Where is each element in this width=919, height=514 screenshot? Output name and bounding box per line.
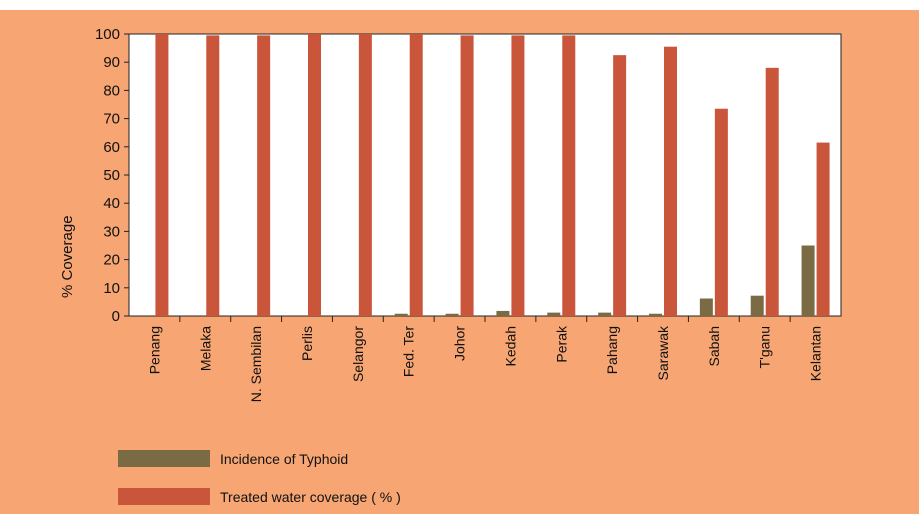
- y-tick-label: 30: [103, 223, 120, 240]
- category-label: Fed. Ter: [401, 326, 417, 377]
- category-label: Pahang: [604, 326, 620, 374]
- y-tick-label: 100: [95, 26, 120, 43]
- y-tick-label: 20: [103, 252, 120, 269]
- water-coverage-bar: [562, 35, 576, 316]
- category-label: Johor: [452, 326, 468, 361]
- category-label: Sabah: [706, 326, 722, 366]
- y-tick-label: 90: [103, 54, 120, 71]
- chart-panel: 0 10 20 30 40 50 60 70 80 90 100 Penang Melaka N. Se…: [0, 10, 919, 514]
- water-coverage-bar: [511, 35, 525, 316]
- water-coverage-bar: [308, 34, 321, 316]
- y-tick-label: 0: [112, 308, 120, 325]
- category-label: Kedah: [502, 326, 518, 366]
- water-coverage-bar: [460, 35, 474, 316]
- typhoid-bar: [649, 313, 662, 316]
- water-coverage-bar: [816, 142, 830, 316]
- water-coverage-bar: [613, 55, 627, 317]
- category-label: T'ganu: [757, 326, 773, 368]
- x-axis: Penang Melaka N. Sembilan Perlis Selangor Fed…: [146, 325, 823, 402]
- category-label: Kelantan: [808, 326, 824, 381]
- category-label: Melaka: [197, 326, 213, 371]
- legend-label: Incidence of Typhoid: [220, 451, 348, 467]
- water-coverage-bar: [714, 108, 728, 316]
- y-tick-label: 70: [103, 111, 120, 128]
- y-tick-label: 10: [103, 280, 120, 297]
- y-tick-label: 40: [103, 195, 120, 212]
- water-coverage-bar: [409, 34, 423, 316]
- legend: Incidence of Typhoid Treated water covera…: [118, 450, 401, 505]
- category-label: Selangor: [350, 326, 366, 382]
- water-coverage-bar: [257, 35, 271, 316]
- y-tick-label: 50: [103, 167, 120, 184]
- y-axis-title: % Coverage: [59, 215, 76, 298]
- typhoid-bar: [496, 310, 510, 316]
- water-coverage-bar: [155, 34, 169, 316]
- category-label: N. Sembilan: [248, 326, 264, 402]
- bars: [155, 34, 830, 317]
- water-coverage-bar: [358, 34, 372, 316]
- typhoid-bar: [699, 298, 713, 316]
- water-coverage-bar: [664, 46, 677, 316]
- bar-chart: 0 10 20 30 40 50 60 70 80 90 100 Penang Melaka N. Se…: [59, 26, 842, 505]
- y-tick-label: 80: [103, 82, 120, 99]
- y-axis: 0 10 20 30 40 50 60 70 80 90 100: [95, 26, 791, 325]
- category-label: Perlis: [299, 326, 315, 361]
- legend-swatch: [118, 450, 210, 467]
- legend-swatch: [118, 488, 210, 505]
- legend-label: Treated water coverage ( % ): [220, 489, 401, 505]
- category-label: Sarawak: [655, 325, 671, 380]
- typhoid-bar: [801, 245, 815, 316]
- typhoid-bar: [445, 313, 459, 316]
- typhoid-bar: [598, 312, 612, 316]
- typhoid-bar: [547, 312, 561, 316]
- water-coverage-bar: [765, 67, 779, 316]
- category-label: Perak: [553, 325, 569, 363]
- plot-area: [128, 33, 842, 317]
- water-coverage-bar: [206, 35, 220, 316]
- typhoid-bar: [394, 313, 408, 316]
- typhoid-bar: [750, 295, 764, 316]
- category-label: Penang: [146, 326, 162, 374]
- y-tick-label: 60: [103, 139, 120, 156]
